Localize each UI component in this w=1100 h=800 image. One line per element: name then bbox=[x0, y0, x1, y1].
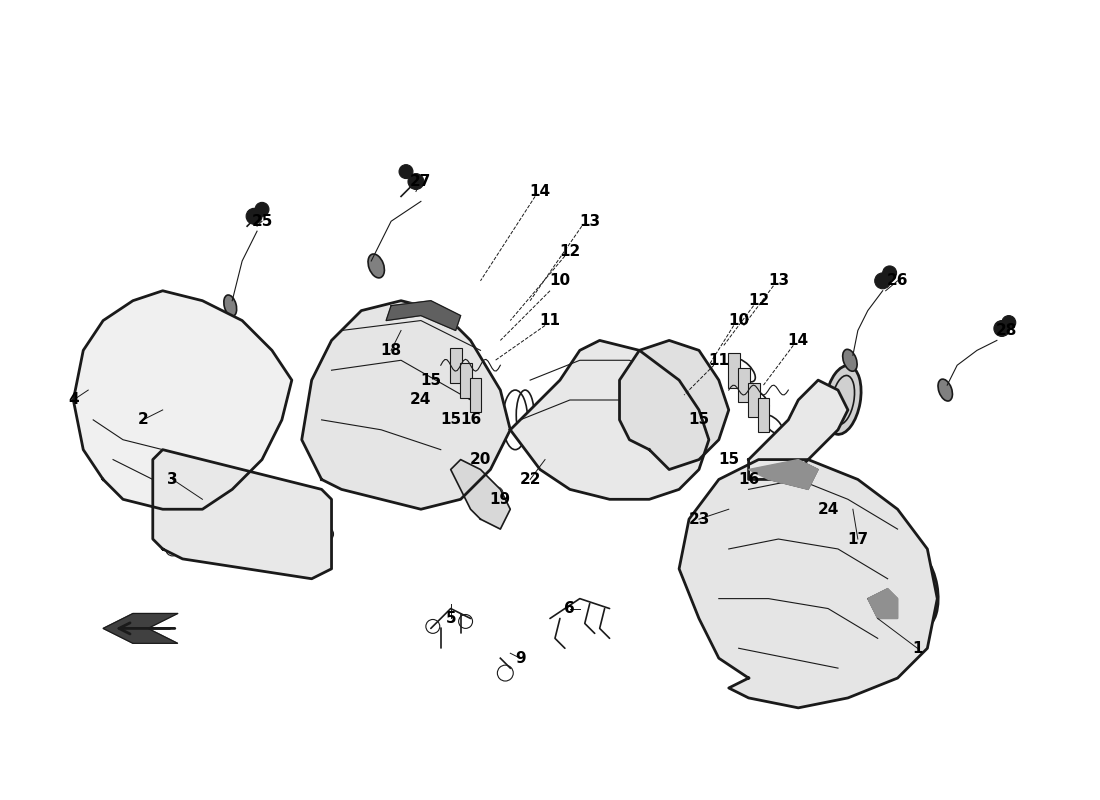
Text: 15: 15 bbox=[689, 412, 710, 427]
FancyArrowPatch shape bbox=[119, 623, 169, 634]
Circle shape bbox=[246, 208, 262, 224]
Circle shape bbox=[96, 442, 111, 458]
Text: 2: 2 bbox=[138, 412, 148, 427]
Polygon shape bbox=[451, 459, 510, 529]
Text: 25: 25 bbox=[251, 214, 273, 229]
Text: 4: 4 bbox=[68, 393, 78, 407]
Circle shape bbox=[994, 321, 1010, 337]
Circle shape bbox=[487, 486, 504, 502]
Text: 6: 6 bbox=[564, 601, 575, 616]
Circle shape bbox=[874, 273, 891, 289]
Polygon shape bbox=[510, 341, 708, 499]
Text: 5: 5 bbox=[446, 611, 456, 626]
Bar bbox=[738, 368, 749, 402]
Text: 13: 13 bbox=[580, 214, 601, 229]
Bar bbox=[758, 398, 770, 432]
Circle shape bbox=[1002, 315, 1015, 330]
Circle shape bbox=[305, 562, 319, 576]
Polygon shape bbox=[868, 589, 898, 618]
Bar bbox=[728, 353, 739, 387]
Text: 11: 11 bbox=[539, 313, 561, 328]
Text: 12: 12 bbox=[748, 293, 769, 308]
Ellipse shape bbox=[368, 254, 384, 278]
Polygon shape bbox=[749, 380, 848, 479]
Polygon shape bbox=[749, 459, 818, 490]
Bar bbox=[450, 348, 462, 382]
Circle shape bbox=[408, 174, 424, 190]
Text: 17: 17 bbox=[847, 531, 868, 546]
Text: 1: 1 bbox=[912, 641, 923, 656]
Bar bbox=[470, 378, 482, 413]
Text: 16: 16 bbox=[460, 412, 481, 427]
Polygon shape bbox=[153, 450, 331, 578]
Text: 23: 23 bbox=[689, 512, 710, 526]
Text: 3: 3 bbox=[167, 472, 178, 487]
Text: 16: 16 bbox=[738, 472, 759, 487]
Text: 11: 11 bbox=[708, 353, 729, 368]
Ellipse shape bbox=[938, 379, 953, 401]
Ellipse shape bbox=[843, 350, 857, 371]
Circle shape bbox=[166, 542, 179, 556]
Circle shape bbox=[320, 527, 333, 541]
Bar bbox=[748, 382, 759, 418]
Bar bbox=[460, 362, 472, 398]
Circle shape bbox=[255, 202, 270, 216]
Ellipse shape bbox=[223, 295, 236, 316]
Polygon shape bbox=[679, 459, 937, 708]
Circle shape bbox=[96, 392, 111, 408]
Text: 26: 26 bbox=[887, 274, 909, 288]
Text: 14: 14 bbox=[788, 333, 808, 348]
Ellipse shape bbox=[825, 366, 861, 434]
Text: 22: 22 bbox=[519, 472, 541, 487]
Polygon shape bbox=[301, 301, 510, 510]
Text: 9: 9 bbox=[515, 650, 526, 666]
Circle shape bbox=[266, 394, 278, 406]
Polygon shape bbox=[619, 341, 728, 470]
Text: 10: 10 bbox=[549, 274, 571, 288]
Text: 12: 12 bbox=[559, 243, 581, 258]
Circle shape bbox=[468, 477, 484, 492]
Polygon shape bbox=[386, 301, 461, 330]
Text: 13: 13 bbox=[768, 274, 789, 288]
Text: 15: 15 bbox=[718, 452, 739, 467]
Text: 24: 24 bbox=[410, 393, 431, 407]
Ellipse shape bbox=[896, 550, 938, 628]
Text: 14: 14 bbox=[529, 184, 551, 199]
Text: 24: 24 bbox=[817, 502, 838, 517]
Text: 15: 15 bbox=[420, 373, 441, 388]
Polygon shape bbox=[103, 614, 177, 643]
Text: 10: 10 bbox=[728, 313, 749, 328]
Text: 19: 19 bbox=[490, 492, 510, 507]
Polygon shape bbox=[74, 290, 292, 510]
Text: 28: 28 bbox=[997, 323, 1018, 338]
Text: 18: 18 bbox=[381, 343, 402, 358]
Text: 15: 15 bbox=[440, 412, 461, 427]
Text: 20: 20 bbox=[470, 452, 492, 467]
Circle shape bbox=[399, 165, 412, 178]
Text: 27: 27 bbox=[410, 174, 431, 189]
Circle shape bbox=[151, 492, 165, 506]
Circle shape bbox=[882, 266, 896, 280]
